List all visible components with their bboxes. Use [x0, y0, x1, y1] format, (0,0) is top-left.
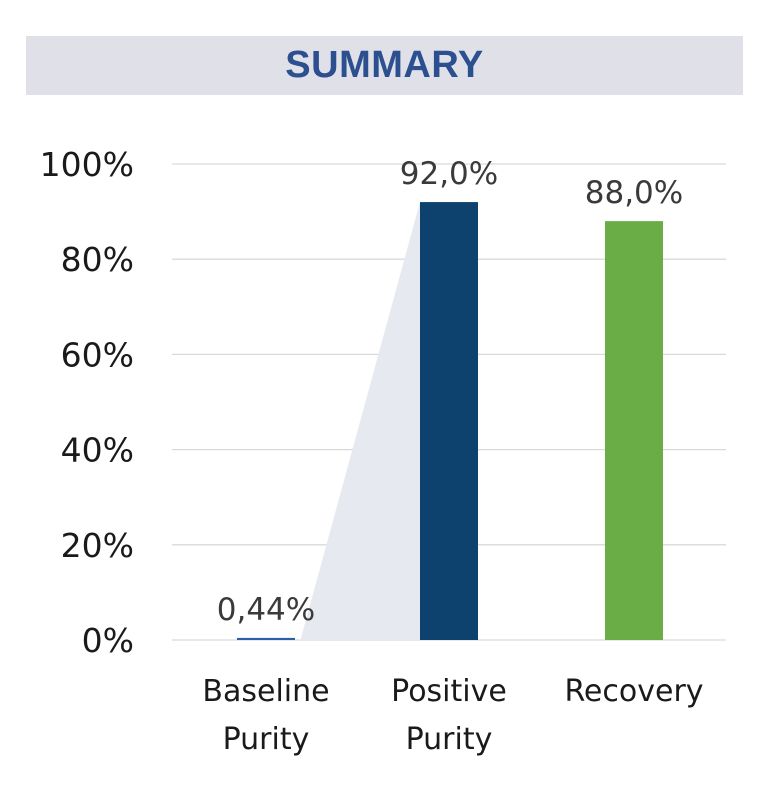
chart-title: SUMMARY — [285, 44, 484, 86]
y-tick-label: 80% — [61, 240, 134, 279]
bar — [605, 221, 663, 640]
category-label: Recovery — [564, 674, 703, 709]
data-label: 92,0% — [400, 156, 498, 192]
y-tick-label: 20% — [61, 526, 134, 565]
y-tick-label: 100% — [40, 145, 134, 184]
data-label: 88,0% — [585, 175, 683, 211]
category-label: Baseline — [202, 674, 329, 709]
category-label: Purity — [223, 722, 310, 757]
y-tick-label: 60% — [61, 335, 134, 374]
title-banner: SUMMARY — [26, 36, 743, 95]
y-tick-label: 40% — [61, 431, 134, 470]
category-label: Positive — [391, 674, 507, 709]
y-tick-label: 0% — [82, 621, 134, 660]
data-label: 0,44% — [217, 592, 315, 628]
bar — [420, 202, 478, 640]
connector-shading — [301, 202, 420, 640]
category-label: Purity — [406, 722, 493, 757]
bar — [237, 637, 295, 640]
